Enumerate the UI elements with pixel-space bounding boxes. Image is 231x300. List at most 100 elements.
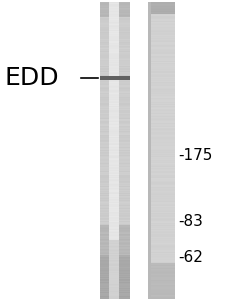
Bar	[109, 94, 119, 95]
Bar	[100, 38, 129, 39]
Bar	[100, 178, 129, 179]
Bar	[147, 41, 150, 43]
Bar	[147, 256, 174, 258]
Bar	[109, 237, 119, 238]
Bar	[100, 240, 129, 241]
Bar	[147, 31, 174, 32]
Bar	[109, 50, 119, 51]
Bar	[109, 238, 119, 239]
Bar	[100, 247, 129, 248]
Bar	[109, 188, 119, 190]
Bar	[100, 160, 129, 161]
Bar	[109, 112, 119, 114]
Bar	[100, 68, 129, 70]
Bar	[147, 178, 174, 179]
Bar	[100, 257, 129, 259]
Bar	[147, 125, 150, 127]
Bar	[147, 72, 150, 74]
Bar	[147, 60, 174, 62]
Bar	[109, 170, 119, 171]
Bar	[100, 116, 129, 118]
Bar	[100, 85, 129, 86]
Bar	[147, 66, 174, 68]
Bar	[100, 199, 129, 201]
Bar	[109, 259, 119, 260]
Bar	[147, 280, 174, 282]
Bar	[109, 129, 119, 131]
Bar	[109, 55, 119, 57]
Bar	[109, 187, 119, 188]
Bar	[100, 50, 129, 52]
Bar	[100, 218, 129, 220]
Bar	[147, 7, 174, 8]
Bar	[147, 2, 174, 4]
Bar	[109, 171, 119, 172]
Bar	[109, 151, 119, 152]
Bar	[100, 99, 129, 100]
Bar	[100, 211, 129, 213]
Bar	[147, 161, 174, 162]
Bar	[109, 108, 119, 109]
Bar	[147, 135, 150, 137]
Bar	[109, 24, 119, 25]
Bar	[100, 76, 129, 80]
Bar	[147, 268, 150, 270]
Bar	[109, 45, 119, 47]
Bar	[147, 272, 150, 274]
Bar	[109, 165, 119, 166]
Bar	[109, 253, 119, 254]
Bar	[147, 90, 150, 91]
Bar	[147, 260, 150, 261]
Bar	[100, 73, 129, 74]
Bar	[109, 92, 119, 93]
Bar	[109, 127, 119, 129]
Bar	[109, 157, 119, 158]
Bar	[100, 96, 129, 97]
Bar	[147, 74, 150, 76]
Bar	[100, 69, 129, 70]
Bar	[147, 101, 174, 102]
Bar	[147, 45, 150, 47]
Bar	[147, 272, 174, 274]
Bar	[147, 122, 174, 123]
Bar	[147, 204, 174, 206]
Bar	[100, 112, 129, 113]
Bar	[147, 8, 174, 9]
Bar	[109, 208, 119, 210]
Bar	[109, 197, 119, 199]
Bar	[109, 293, 119, 295]
Bar	[100, 233, 129, 234]
Bar	[147, 172, 150, 173]
Bar	[147, 185, 174, 187]
Bar	[109, 184, 119, 185]
Bar	[147, 268, 174, 270]
Bar	[147, 156, 174, 158]
Bar	[147, 234, 150, 236]
Bar	[109, 9, 119, 11]
Bar	[109, 279, 119, 281]
Bar	[147, 145, 150, 147]
Bar	[147, 254, 174, 255]
Bar	[100, 43, 129, 44]
Bar	[147, 150, 150, 152]
Bar	[147, 119, 174, 121]
Bar	[109, 112, 119, 113]
Bar	[109, 206, 119, 208]
Bar	[147, 96, 150, 97]
Bar	[147, 28, 150, 29]
Bar	[147, 98, 150, 99]
Bar	[147, 113, 174, 115]
Bar	[147, 28, 174, 30]
Bar	[147, 286, 150, 288]
Bar	[147, 110, 174, 112]
Bar	[147, 35, 174, 37]
Bar	[147, 167, 150, 168]
Bar	[100, 168, 129, 169]
Bar	[147, 239, 150, 240]
Bar	[147, 54, 150, 56]
Bar	[147, 35, 150, 37]
Bar	[147, 142, 174, 144]
Bar	[109, 142, 119, 144]
Bar	[109, 159, 119, 160]
Bar	[147, 100, 150, 101]
